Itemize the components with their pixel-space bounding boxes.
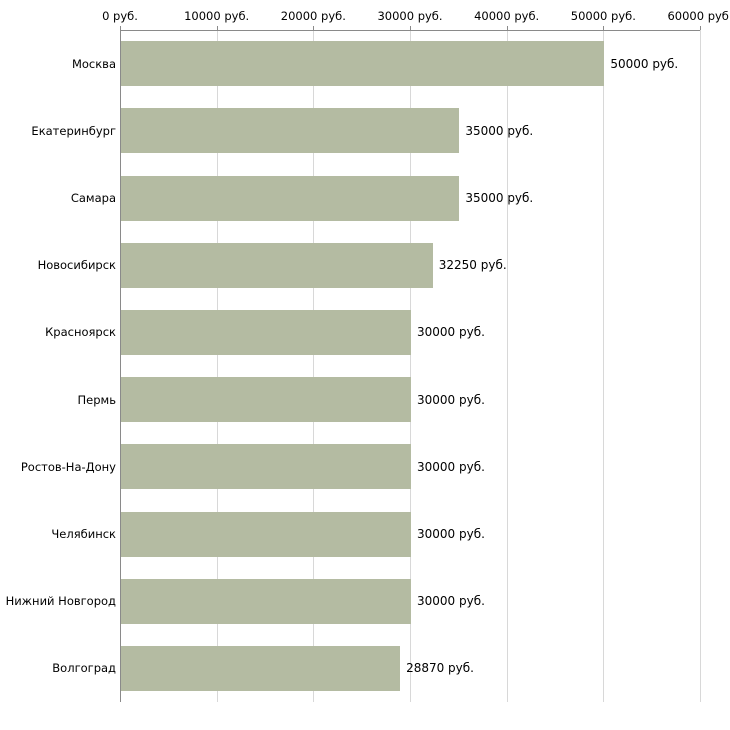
grid-line	[313, 30, 315, 702]
grid-line	[700, 30, 701, 702]
bar-value-label: 35000 руб.	[465, 123, 534, 138]
bar-value-label: 30000 руб.	[417, 594, 485, 609]
bar	[121, 578, 411, 624]
category-label: Красноярск	[45, 325, 116, 340]
x-axis-tick-label: 40000 руб.	[474, 9, 540, 23]
bar	[121, 41, 605, 87]
bar-value-label: 50000 руб.	[610, 56, 679, 71]
x-axis-tick-label: 50000 руб.	[570, 9, 636, 23]
bar-value-label: 28870 руб.	[406, 661, 474, 676]
category-label: Новосибирск	[37, 258, 116, 273]
category-label: Екатеринбург	[31, 123, 116, 138]
axis-tick	[216, 26, 218, 30]
category-label: Пермь	[77, 392, 116, 407]
x-axis-tick-label: 0 руб.	[102, 9, 138, 23]
grid-line	[410, 30, 411, 702]
bar-value-label: 30000 руб.	[417, 325, 485, 340]
x-axis-tick-label: 10000 руб.	[184, 9, 250, 23]
bar	[121, 511, 411, 557]
bar-value-label: 30000 руб.	[417, 527, 485, 541]
bar	[121, 242, 433, 288]
axis-tick	[506, 26, 508, 30]
bar	[121, 645, 401, 691]
bar-value-label: 30000 руб.	[417, 392, 485, 407]
bar-value-label: 32250 руб.	[438, 258, 507, 273]
x-axis-tick-label: 60000 руб.	[667, 9, 730, 23]
category-label: Челябинск	[51, 527, 116, 541]
bar	[121, 175, 460, 221]
x-axis-tick-label: 30000 руб.	[377, 9, 443, 23]
x-axis-line	[120, 30, 700, 31]
category-label: Самара	[70, 191, 116, 205]
axis-tick	[700, 26, 701, 30]
grid-line	[506, 30, 508, 702]
grid-line	[603, 30, 605, 702]
bar	[121, 377, 411, 423]
axis-tick	[410, 26, 411, 30]
x-axis-tick-label: 20000 руб.	[280, 9, 346, 23]
grid-line	[216, 30, 218, 702]
bar	[121, 444, 411, 490]
axis-tick	[313, 26, 315, 30]
category-label: Волгоград	[52, 661, 116, 676]
bar-value-label: 35000 руб.	[465, 191, 534, 205]
axis-tick	[120, 26, 121, 30]
category-label: Ростов-На-Дону	[20, 459, 116, 474]
bar	[121, 108, 460, 154]
y-axis-line	[120, 30, 121, 702]
category-label: Нижний Новгород	[5, 594, 116, 609]
axis-tick	[603, 26, 605, 30]
bar	[121, 309, 411, 355]
bar-value-label: 30000 руб.	[417, 459, 485, 474]
category-label: Москва	[71, 56, 116, 71]
